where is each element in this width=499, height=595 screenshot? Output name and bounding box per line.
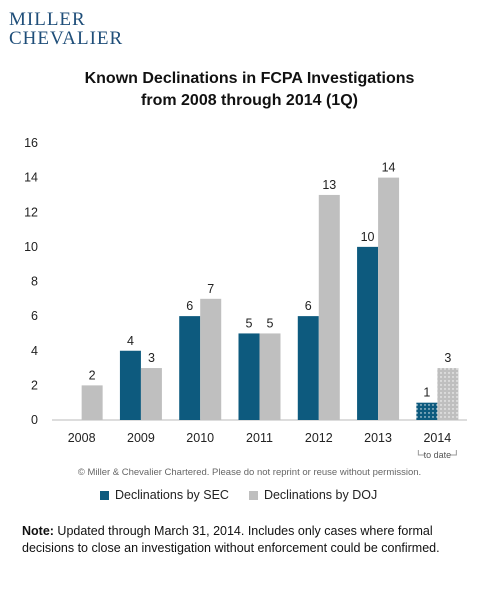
data-label-sec: 5 [246,316,253,330]
chart-title-line-1: Known Declinations in FCPA Investigation… [84,70,415,87]
note-label: Note: [22,524,54,538]
data-label-sec: 1 [423,386,430,400]
data-label-sec: 6 [186,299,193,313]
data-label-doj: 5 [267,316,274,330]
y-tick-label: 10 [24,240,38,254]
legend-label-doj: Declinations by DOJ [263,488,378,502]
company-logo: MILLER CHEVALIER [9,10,123,48]
data-label-sec: 10 [361,230,375,244]
legend-item-doj: Declinations by DOJ [248,488,378,502]
data-label-doj: 3 [444,351,451,365]
bar-doj [318,194,340,420]
x-tick-label: 2008 [68,431,96,445]
y-tick-label: 4 [31,344,38,358]
y-tick-label: 12 [24,205,38,219]
bar-sec [179,316,201,420]
y-tick-label: 2 [31,378,38,392]
chart-title: Known Declinations in FCPA Investigation… [0,68,499,112]
data-label-doj: 7 [207,282,214,296]
bar-sec [119,350,141,420]
x-tick-label: 2010 [186,431,214,445]
legend-item-sec: Declinations by SEC [100,488,229,502]
legend-label-sec: Declinations by SEC [115,488,229,502]
bar-sec [416,402,438,420]
y-tick-label: 8 [31,275,38,289]
bar-doj [81,385,103,420]
bar-doj [140,368,162,420]
data-label-doj: 3 [148,351,155,365]
bar-doj [378,177,400,420]
data-label-sec: 6 [305,299,312,313]
y-tick-label: 14 [24,171,38,185]
to-date-bracket-left [417,450,425,456]
bar-doj [259,333,281,420]
data-label-sec: 4 [127,334,134,348]
bar-doj [200,298,222,420]
legend-swatch-sec [100,490,109,500]
y-tick-label: 0 [31,413,38,427]
copyright-notice: © Miller & Chevalier Chartered. Please d… [77,467,422,478]
chart-title-line-2: from 2008 through 2014 (1Q) [141,92,358,109]
bar-sec [238,333,260,420]
y-tick-label: 16 [24,136,38,150]
logo-line-2: CHEVALIER [9,28,124,49]
bar-sec [297,316,319,420]
to-date-bracket-right [450,450,457,456]
x-tick-label: 2014 [423,431,451,445]
data-label-doj: 14 [382,161,396,175]
legend-swatch-doj [248,490,258,500]
logo-line-1: MILLER [9,9,86,30]
data-label-doj: 2 [89,368,96,382]
bar-doj [437,368,459,420]
data-label-doj: 13 [322,178,336,192]
y-tick-label: 6 [31,309,38,323]
x-tick-sublabel: to date [424,450,452,460]
note-text: Updated through March 31, 2014. Includes… [22,524,440,555]
x-tick-label: 2011 [246,431,273,445]
x-tick-label: 2012 [305,431,333,445]
x-tick-label: 2013 [364,431,392,445]
x-tick-label: 2009 [127,431,155,445]
footnote: Note: Updated through March 31, 2014. In… [22,523,482,557]
chart-legend: Declinations by SEC Declinations by DOJ [100,488,377,502]
bar-sec [357,246,379,420]
